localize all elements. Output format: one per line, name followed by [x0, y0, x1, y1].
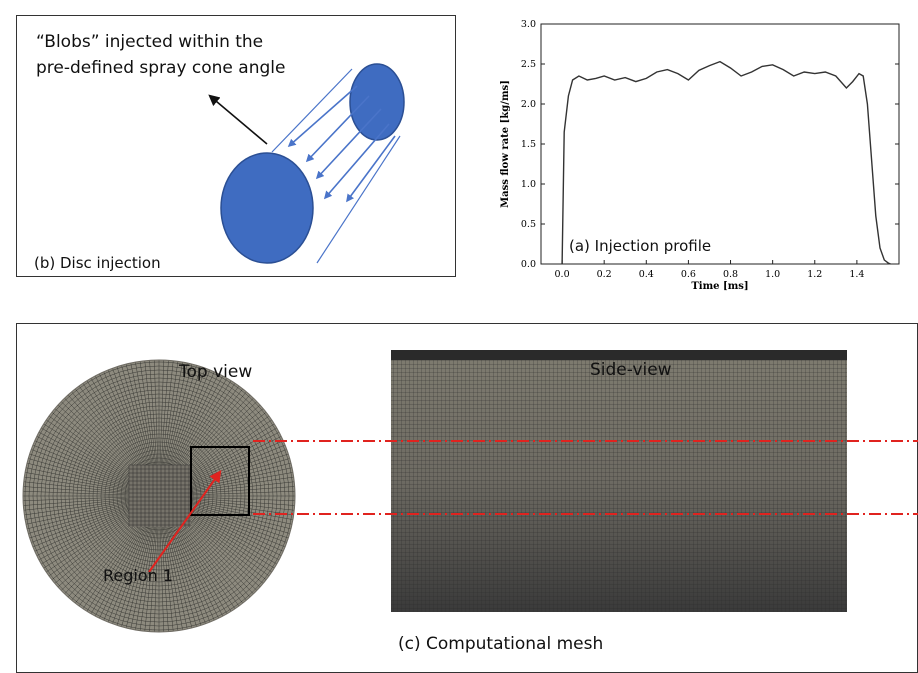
y-axis-label: Mass flow rate [kg/ms] [500, 80, 511, 208]
injection-arrow-5 [346, 135, 396, 203]
disc-injection-caption: (b) Disc injection [34, 254, 161, 272]
series-line-mass-flow [561, 60, 891, 265]
side-view-mesh [391, 350, 847, 612]
x-tick-label: 1.0 [765, 269, 780, 280]
x-tick-label: 1.4 [849, 269, 864, 280]
injection-arrow-2 [305, 95, 370, 163]
x-tick-label: 1.2 [807, 269, 822, 280]
injection-profile-chart: 0.0 0.2 0.4 0.6 0.8 1.0 1.2 1.4 0.0 0.5 1.0 1.5 2.0… [500, 19, 900, 292]
region-1-box [190, 446, 250, 516]
y-tick-label: 0.0 [521, 259, 536, 270]
x-tick-label: 0.0 [555, 269, 570, 280]
x-tick-label: 0.2 [597, 269, 612, 280]
chart-axes-frame [540, 23, 900, 265]
mesh-panel: Top view Side-view Region 1 (c) Computat… [16, 323, 918, 673]
chart-annotation: (a) Injection profile [569, 237, 711, 255]
mesh-diagram [22, 350, 918, 633]
region-1-label: Region 1 [103, 566, 174, 585]
disc-injection-diagram [208, 63, 405, 264]
top-view-mesh [23, 360, 295, 632]
injection-arrow-1 [287, 85, 358, 148]
callout-text-line2: pre-defined spray cone angle [36, 58, 286, 78]
disc-injection-panel: “Blobs” injected within the pre-defined … [16, 15, 456, 277]
x-tick-label: 0.6 [681, 269, 696, 280]
large-disc [220, 152, 314, 264]
cone-edge-upper [271, 68, 353, 153]
callout-text-line1: “Blobs” injected within the [36, 32, 264, 52]
callout-arrow [208, 94, 268, 145]
y-tick-label: 1.0 [521, 179, 536, 190]
y-tick-label: 3.0 [521, 19, 536, 30]
x-tick-group: 0.0 0.2 0.4 0.6 0.8 1.0 1.2 1.4 [555, 260, 864, 280]
cone-edge-lower [316, 135, 401, 264]
region-1-arrow [148, 470, 222, 573]
y-tick-label: 2.0 [521, 99, 536, 110]
mesh-caption: (c) Computational mesh [398, 634, 604, 654]
top-view-label: Top view [179, 362, 253, 382]
y-tick-group: 0.0 0.5 1.0 1.5 2.0 2.5 3.0 [521, 19, 899, 270]
side-view-label: Side-view [590, 360, 672, 380]
x-tick-label: 0.4 [639, 269, 654, 280]
y-tick-label: 0.5 [521, 219, 536, 230]
injection-arrow-3 [315, 108, 382, 180]
y-tick-label: 2.5 [521, 59, 536, 70]
x-axis-label: Time [ms] [691, 281, 748, 292]
y-tick-label: 1.5 [521, 139, 536, 150]
x-tick-label: 0.8 [723, 269, 738, 280]
injection-arrow-4 [323, 123, 390, 200]
small-disc [349, 63, 405, 141]
